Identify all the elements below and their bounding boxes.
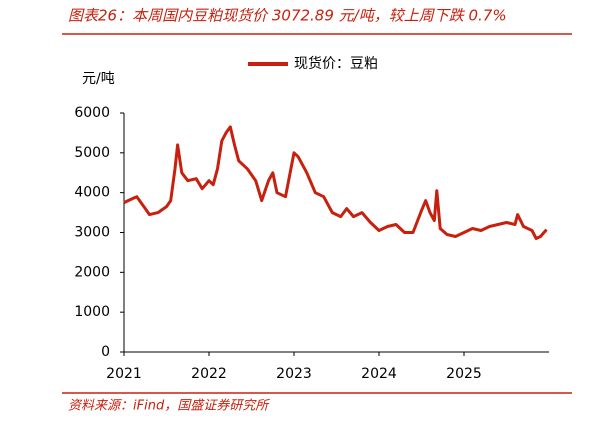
source: 资料来源：iFind，国盛证券研究所 xyxy=(68,398,270,414)
legend-label: 现货价：豆粕 xyxy=(294,55,378,72)
x-tick-label: 2021 xyxy=(106,366,142,382)
y-tick-label: 0 xyxy=(101,344,110,360)
y-tick-label: 2000 xyxy=(74,264,110,280)
y-tick-label: 6000 xyxy=(74,105,110,121)
y-tick-label: 1000 xyxy=(74,304,110,320)
x-tick-label: 2023 xyxy=(276,366,312,382)
y-tick-label: 3000 xyxy=(74,225,110,241)
x-tick-label: 2022 xyxy=(191,366,227,382)
x-tick-label: 2024 xyxy=(361,366,397,382)
y-tick-label: 4000 xyxy=(74,185,110,201)
data-line xyxy=(123,125,548,240)
y-tick-label: 5000 xyxy=(74,145,110,161)
chart-title: 图表26：本周国内豆粕现货价 3072.89 元/吨，较上周下跌 0.7% xyxy=(68,7,507,25)
y-axis-label: 元/吨 xyxy=(82,71,115,87)
x-tick-label: 2025 xyxy=(446,366,482,382)
